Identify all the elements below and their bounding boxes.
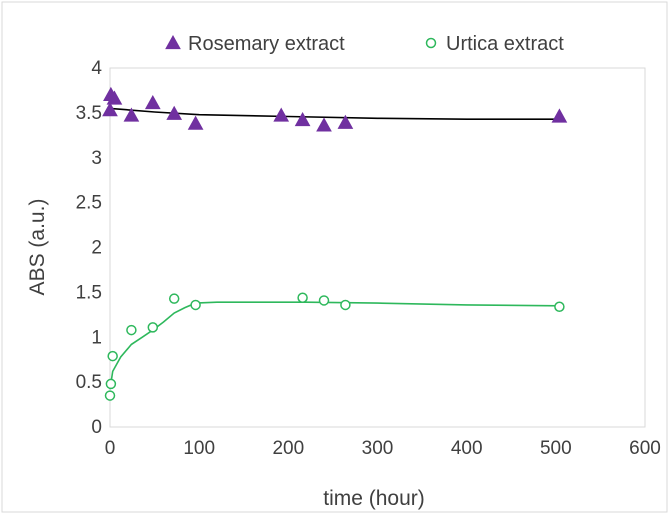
y-tick-label: 1.5 (76, 282, 102, 303)
x-axis-title: time (hour) (323, 487, 425, 510)
data-point (123, 107, 140, 122)
data-point (144, 94, 161, 110)
data-point (166, 105, 183, 120)
data-point (105, 378, 117, 390)
y-tick-label: 3 (91, 148, 102, 169)
data-point (318, 295, 330, 306)
legend: Rosemary extract Urtica extract (165, 33, 564, 55)
data-point (554, 301, 565, 312)
y-tick-label: 4 (91, 58, 102, 79)
y-tick-label: 1 (91, 327, 102, 348)
data-point (187, 115, 204, 130)
plot-area: 0 0.5 1 1.5 2 2.5 3 3.5 4 0 100 200 300 400 500 600 (76, 58, 661, 459)
x-tick-label: 500 (540, 438, 572, 459)
data-point (340, 299, 351, 311)
data-point (126, 324, 137, 336)
y-tick-label: 3.5 (76, 103, 102, 124)
plot-frame (109, 67, 646, 428)
y-tick-label: 2.5 (76, 193, 102, 214)
legend-label: Urtica extract (446, 33, 564, 55)
trend-line (109, 107, 560, 120)
x-tick-label: 300 (362, 438, 394, 459)
y-tick-label: 0 (91, 417, 102, 438)
data-point (273, 107, 290, 122)
x-tick-label: 0 (105, 438, 116, 459)
x-tick-label: 400 (451, 438, 483, 459)
legend-marker (425, 37, 437, 49)
data-point (104, 390, 116, 401)
data-point (337, 114, 354, 129)
data-point (106, 90, 123, 105)
data-point (190, 299, 201, 311)
data-point (316, 117, 332, 132)
data-point (297, 292, 308, 304)
y-axis-title: ABS (a.u.) (26, 199, 49, 296)
y-tick-label: 2 (91, 238, 102, 259)
x-tick-label: 600 (629, 438, 661, 459)
data-point (102, 102, 118, 117)
data-point (294, 112, 311, 127)
data-point (147, 322, 159, 333)
data-point (107, 350, 118, 362)
x-tick-label: 200 (272, 438, 304, 459)
data-point (551, 108, 568, 123)
x-tick-label: 100 (183, 438, 215, 459)
legend-label: Rosemary extract (188, 33, 345, 55)
legend-marker (165, 34, 181, 50)
data-point (168, 293, 180, 304)
y-tick-label: 0.5 (76, 372, 102, 393)
